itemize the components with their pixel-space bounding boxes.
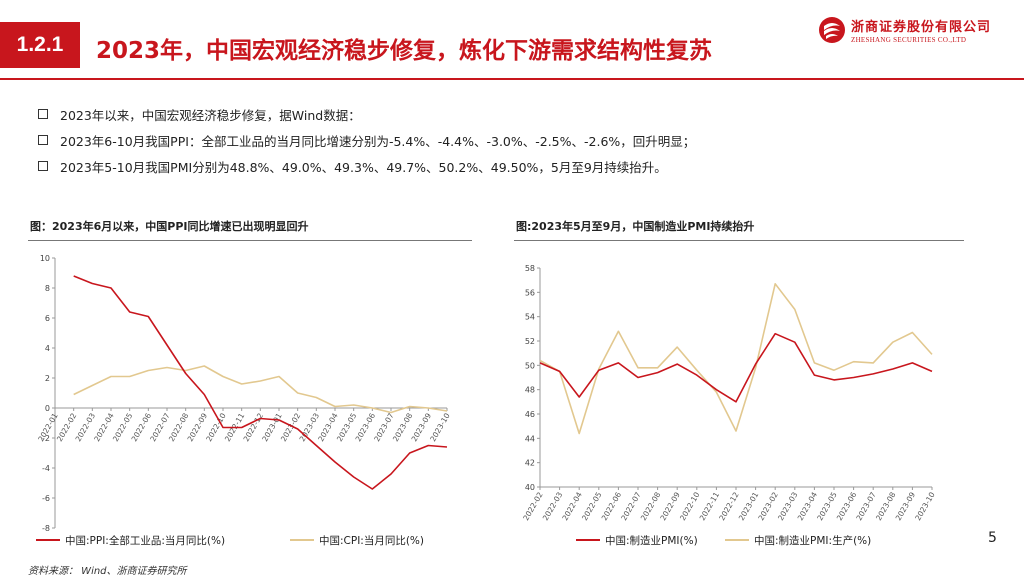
bullet-text: 2023年5-10月我国PMI分别为48.8%、49.0%、49.3%、49.7… xyxy=(60,159,667,175)
series-line xyxy=(73,365,448,414)
ppi-cpi-line-chart: -8-6-4-202468102022-012022-022022-032022… xyxy=(36,254,452,547)
chart-title-pmi: 图:2023年5月至9月，中国制造业PMI持续抬升 xyxy=(516,220,755,233)
legend-label: 中国:制造业PMI:生产(%) xyxy=(754,534,871,547)
y-tick-label: 2 xyxy=(45,374,50,383)
header-rule xyxy=(0,78,1024,80)
bullet-item: 2023年6-10月我国PPI：全部工业品的当月同比增速分别为-5.4%、-4.… xyxy=(38,127,695,153)
y-tick-label: -2 xyxy=(42,434,50,443)
series-line xyxy=(539,282,933,435)
y-tick-label: 44 xyxy=(525,434,535,443)
chart-title-rule xyxy=(28,240,472,241)
y-tick-label: 42 xyxy=(525,459,535,468)
checkbox-bullet-icon xyxy=(38,109,48,119)
page-number: 5 xyxy=(988,530,997,546)
y-tick-label: 40 xyxy=(525,483,535,492)
chart-title-ppi: 图：2023年6月以来，中国PPI同比增速已出现明显回升 xyxy=(30,220,309,233)
y-tick-label: 0 xyxy=(45,404,50,413)
pmi-line-chart: 404244464850525456582022-022022-032022-0… xyxy=(521,264,937,547)
checkbox-bullet-icon xyxy=(38,161,48,171)
page-title: 2023年，中国宏观经济稳步修复，炼化下游需求结构性复苏 xyxy=(96,38,713,64)
zheshang-logo-icon xyxy=(819,17,845,43)
bullet-text: 2023年以来，中国宏观经济稳步修复，据Wind数据： xyxy=(60,107,361,123)
y-tick-label: 56 xyxy=(525,288,535,297)
y-tick-label: 58 xyxy=(525,264,535,273)
series-line xyxy=(73,275,448,490)
y-tick-label: 54 xyxy=(525,313,535,322)
series-line xyxy=(539,332,933,403)
source-note: 资料来源： Wind、浙商证券研究所 xyxy=(28,566,187,576)
bullet-item: 2023年以来，中国宏观经济稳步修复，据Wind数据： xyxy=(38,101,695,127)
y-tick-label: -8 xyxy=(42,524,50,533)
checkbox-bullet-icon xyxy=(38,135,48,145)
company-logo: 浙商证券股份有限公司 ZHESHANG SECURITIES CO.,LTD xyxy=(818,12,991,48)
y-tick-label: -6 xyxy=(42,494,50,503)
y-tick-label: 6 xyxy=(45,314,50,323)
y-tick-label: 52 xyxy=(525,337,535,346)
logo-name-en: ZHESHANG SECURITIES CO.,LTD xyxy=(851,36,967,44)
logo-name-cn: 浙商证券股份有限公司 xyxy=(851,20,992,35)
y-tick-label: 50 xyxy=(525,361,535,370)
y-tick-label: 46 xyxy=(525,410,535,419)
y-tick-label: -4 xyxy=(42,464,50,473)
legend-label: 中国:制造业PMI(%) xyxy=(605,534,698,547)
legend-label: 中国:PPI:全部工业品:当月同比(%) xyxy=(65,534,225,547)
y-tick-label: 4 xyxy=(45,344,50,353)
y-tick-label: 48 xyxy=(525,386,535,395)
section-number-badge: 1.2.1 xyxy=(0,22,80,68)
y-tick-label: 8 xyxy=(45,284,50,293)
bullet-list: 2023年以来，中国宏观经济稳步修复，据Wind数据： 2023年6-10月我国… xyxy=(38,101,695,179)
legend-label: 中国:CPI:当月同比(%) xyxy=(319,534,424,547)
bullet-item: 2023年5-10月我国PMI分别为48.8%、49.0%、49.3%、49.7… xyxy=(38,153,695,179)
chart-title-rule xyxy=(514,240,964,241)
y-tick-label: 10 xyxy=(40,254,50,263)
bullet-text: 2023年6-10月我国PPI：全部工业品的当月同比增速分别为-5.4%、-4.… xyxy=(60,133,696,149)
